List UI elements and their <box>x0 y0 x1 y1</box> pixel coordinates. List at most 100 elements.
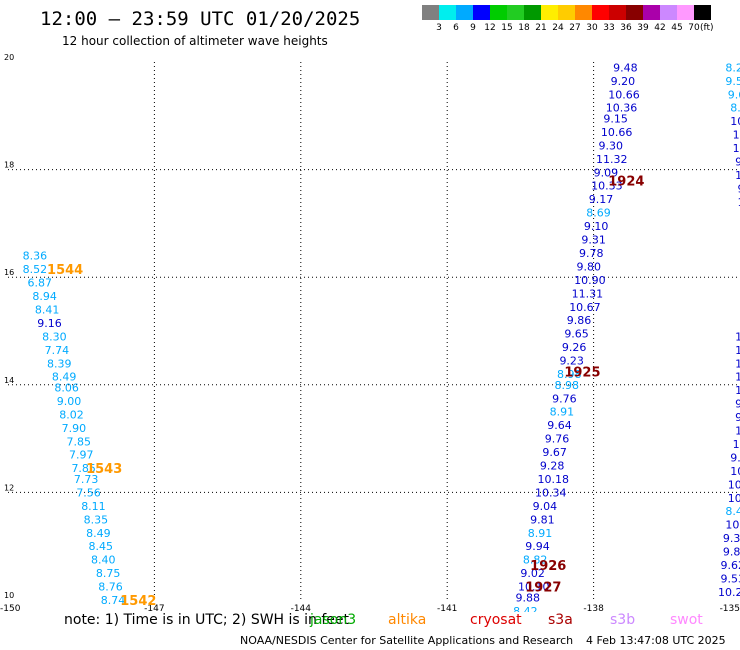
wave-height-value: 9.53 <box>720 572 740 585</box>
satellite-altika: altika <box>388 612 427 628</box>
wave-height-value: 9.30 <box>598 139 623 152</box>
wave-height-value: 10.0 <box>728 478 740 491</box>
wave-height-value: 8.49 <box>52 371 77 384</box>
wave-height-value: 9.26 <box>562 341 587 354</box>
wave-height-value: 8.41 <box>35 303 60 316</box>
wave-height-value: 9.78 <box>579 247 604 260</box>
wave-height-value: 9.8 <box>730 451 740 464</box>
legend-swatch <box>473 5 490 20</box>
legend-label: 12 <box>484 23 496 33</box>
footer-note: note: 1) Time is in UTC; 2) SWH is in fe… <box>64 612 350 628</box>
wave-height-value: 10.33 <box>730 115 740 128</box>
legend-swatch <box>575 5 592 20</box>
satellite-s3a: s3a <box>548 612 573 628</box>
wave-height-value: 8.76 <box>98 581 123 594</box>
wave-height-value: 10.4 <box>735 344 740 357</box>
legend-label: 42 <box>654 23 666 33</box>
legend-label: 24 <box>552 23 564 33</box>
wave-height-value: 8.02 <box>59 408 84 421</box>
wave-height-value: 8.74 <box>101 594 126 607</box>
wave-height-value: 10.21 <box>718 586 740 599</box>
wave-height-value: 8.75 <box>96 567 121 580</box>
wave-height-value: 9.5 <box>738 182 740 195</box>
wave-height-value: 9.10 <box>584 220 609 233</box>
wave-height-value: 9.28 <box>540 460 565 473</box>
wave-height-value: 9.8 <box>735 156 740 169</box>
wave-height-value: 9.51 <box>725 75 740 88</box>
legend-swatch <box>524 5 541 20</box>
wave-height-value: 9.86 <box>567 314 592 327</box>
chart-title: 12:00 – 23:59 UTC 01/20/2025 <box>40 8 361 30</box>
wave-height-value: 8.94 <box>32 290 57 303</box>
wave-height-value: 9.85 <box>723 546 740 559</box>
wave-height-value: 9.31 <box>581 234 606 247</box>
wave-height-value: 9.94 <box>525 540 550 553</box>
pass-number-label: 1924 <box>608 174 644 189</box>
y-tick-label: 20 <box>4 53 14 62</box>
pass-number-label: 1927 <box>525 581 561 596</box>
wave-height-value: 8.30 <box>42 330 67 343</box>
wave-height-value: 8.42 <box>513 605 538 612</box>
wave-height-value: 8.91 <box>550 406 575 419</box>
pass-number-label: 1544 <box>47 263 83 278</box>
wave-height-value: 8.20 <box>725 61 740 74</box>
wave-height-value: 10.34 <box>535 486 567 499</box>
wave-height-value: 10.10 <box>518 581 550 594</box>
legend-swatch <box>456 5 473 20</box>
wave-height-value: 8.52 <box>23 263 48 276</box>
satellite-s3b: s3b <box>610 612 636 628</box>
x-tick-label: -144 <box>291 604 312 612</box>
wave-height-value: 10.33 <box>591 180 623 193</box>
legend-swatch <box>422 5 439 20</box>
legend-label: 39 <box>637 23 649 33</box>
wave-height-value: 10.0 <box>730 465 740 478</box>
wave-height-value: 7.85 <box>67 435 92 448</box>
x-tick-label: -147 <box>144 604 164 612</box>
wave-height-value: 7.85 <box>71 462 96 475</box>
wave-height-value: 7.90 <box>62 422 87 435</box>
wave-height-value: 9.9 <box>735 411 740 424</box>
wave-height-value: 8.39 <box>47 357 72 370</box>
legend-swatch <box>609 5 626 20</box>
legend-label: 15 <box>501 23 513 33</box>
legend-label: 18 <box>518 23 530 33</box>
wave-height-value: 9.15 <box>603 112 628 125</box>
wave-height-value: 9.48 <box>613 61 638 74</box>
wave-height-value: 10.1 <box>733 129 740 142</box>
satellite-jason3: jason3 <box>310 612 357 628</box>
legend-label: 45 <box>671 23 683 33</box>
wave-height-value: 8.11 <box>81 500 106 513</box>
timestamp: 4 Feb 13:47:08 UTC 2025 <box>586 634 726 647</box>
wave-height-value: 10.66 <box>608 88 640 101</box>
wave-height-value: 10.1 <box>735 371 740 384</box>
legend-label: 70 <box>688 23 700 33</box>
wave-height-value: 9.62 <box>720 559 740 572</box>
legend-swatch <box>660 5 677 20</box>
legend-swatch <box>626 5 643 20</box>
legend-swatch <box>541 5 558 20</box>
wave-height-value: 9.00 <box>57 395 82 408</box>
wave-height-value: 10.2 <box>735 330 740 343</box>
y-tick-label: 18 <box>4 161 14 170</box>
wave-height-value: 11.32 <box>596 153 628 166</box>
legend-swatch <box>439 5 456 20</box>
wave-height-value: 9.76 <box>545 433 570 446</box>
legend-label: 36 <box>620 23 632 33</box>
wave-height-value: 9.80 <box>577 260 602 273</box>
x-tick-label: -138 <box>583 604 604 612</box>
wave-height-value: 9.33 <box>723 532 740 545</box>
wave-height-value: 10.90 <box>574 274 606 287</box>
legend-swatch <box>558 5 575 20</box>
wave-height-value: 10.5 <box>735 384 740 397</box>
wave-height-value: 9.23 <box>559 355 584 368</box>
wave-height-value: 8.98 <box>555 379 580 392</box>
legend-swatch <box>592 5 609 20</box>
legend-label: 3 <box>436 23 442 33</box>
legend-swatch <box>490 5 507 20</box>
x-tick-label: -150 <box>0 604 21 612</box>
wave-height-value: 9.17 <box>589 193 614 206</box>
pass-number-label: 1926 <box>530 559 566 574</box>
wave-height-value: 7.73 <box>74 473 99 486</box>
wave-height-value: 10.18 <box>537 473 569 486</box>
wave-height-value: 8.69 <box>586 207 611 220</box>
